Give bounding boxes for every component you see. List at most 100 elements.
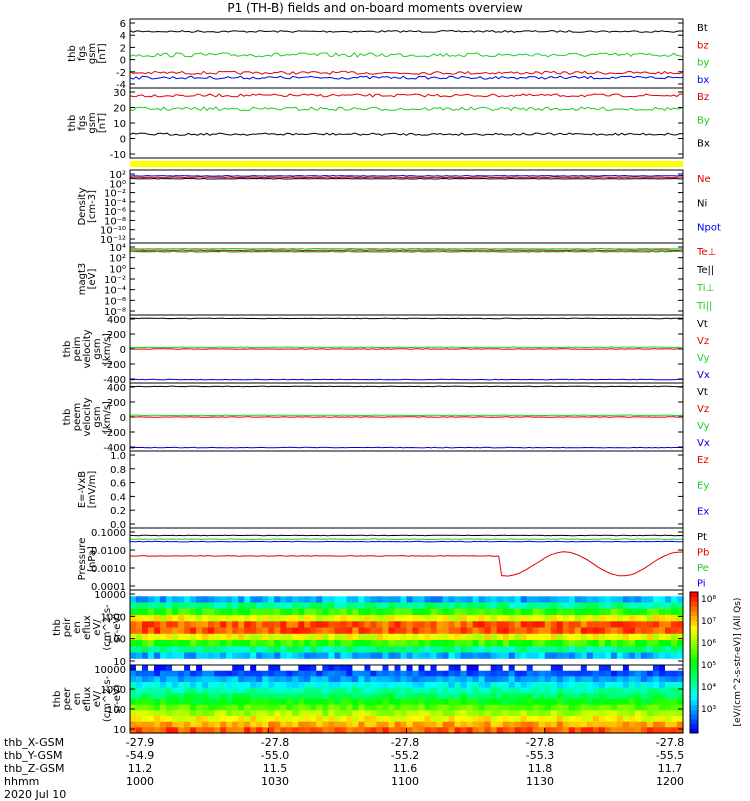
spectrogram-cell — [508, 627, 516, 635]
spectrogram-cell — [262, 608, 269, 616]
spectrogram-cell — [568, 693, 576, 700]
spectrogram-cell — [178, 693, 185, 700]
spectrogram-cell — [466, 687, 474, 694]
spectrogram-cell — [466, 602, 474, 610]
spectrogram-cell — [538, 646, 546, 654]
spectrogram-cell — [130, 710, 137, 717]
spectrogram-cell — [646, 602, 654, 610]
spectrogram-cell — [472, 693, 480, 700]
spectrogram-cell — [316, 640, 323, 647]
spectrogram-cell — [178, 596, 185, 604]
spectrogram-cell — [490, 596, 498, 604]
spectrogram-cell — [490, 704, 498, 711]
spectrogram-cell — [406, 590, 414, 597]
spectrogram-cell — [418, 676, 426, 683]
spectrogram-cell — [322, 596, 329, 604]
spectrogram-cell — [502, 652, 510, 660]
orbit-z-value: 11.5 — [262, 762, 288, 775]
spectrogram-cell — [382, 704, 390, 711]
spectrogram-cell — [226, 727, 233, 734]
y-tick-label: 10⁻¹² — [100, 235, 126, 246]
spectrogram-cell — [436, 710, 444, 717]
spectrogram-cell — [622, 704, 630, 711]
spectrogram-cell — [286, 615, 293, 622]
spectrogram-cell — [610, 590, 618, 597]
spectrogram-cell — [562, 602, 570, 610]
spectrogram-cell — [442, 590, 450, 597]
spectrogram-cell — [388, 682, 396, 689]
spectrogram-cell — [400, 640, 408, 647]
spectrogram-cell — [556, 670, 564, 677]
spectrogram-cell — [640, 646, 648, 654]
spectrogram-cell — [604, 710, 612, 717]
spectrogram-cell — [490, 640, 498, 647]
spectrogram-cell — [604, 602, 612, 610]
spectrogram-cell — [346, 590, 353, 597]
spectrogram-cell — [580, 670, 588, 677]
spectrogram-cell — [322, 652, 329, 660]
spectrogram-cell — [665, 621, 672, 629]
spectrogram-cell — [202, 652, 209, 660]
spectrogram-cell — [616, 670, 624, 677]
legend-Ti: Ti⊥ — [696, 283, 714, 294]
y-tick-label: 10⁻² — [104, 189, 126, 200]
orbit-label-y: thb_Y-GSM — [4, 749, 63, 762]
spectrogram-cell — [244, 721, 251, 728]
spectrogram-cell — [598, 652, 606, 660]
spectrogram-cell — [322, 693, 329, 700]
spectrogram-cell — [226, 682, 233, 689]
spectrogram-cell — [436, 596, 444, 604]
spectrogram-cell — [196, 658, 203, 666]
spectrogram-cell — [340, 721, 347, 728]
colorbar-step — [690, 690, 698, 696]
spectrogram-cell — [424, 640, 432, 647]
spectrogram-cell — [556, 721, 564, 728]
spectrogram-cell — [478, 687, 486, 694]
spectrogram-cell — [208, 621, 215, 629]
spectrogram-cell — [130, 621, 137, 629]
spectrogram-cell — [334, 652, 341, 660]
spectrogram-cell — [592, 727, 600, 734]
spectrogram-cell — [466, 670, 474, 677]
spectrogram-cell — [478, 621, 486, 629]
spectrogram-cell — [550, 676, 558, 683]
spectrogram-cell — [184, 646, 191, 654]
spectrogram-cell — [394, 602, 402, 610]
y-axis-label: (cm^2-s- — [102, 675, 113, 722]
spectrogram-cell — [550, 590, 558, 597]
spectrogram-cell — [166, 727, 173, 734]
colorbar-step — [690, 695, 698, 701]
spectrogram-cell — [202, 602, 209, 610]
spectrogram-cell — [568, 633, 576, 641]
spectrogram-cell — [220, 602, 227, 610]
spectrogram-cell — [454, 704, 462, 711]
spectrogram-cell — [406, 693, 414, 700]
spectrogram-cell — [166, 590, 173, 597]
spectrogram-cell — [646, 727, 654, 734]
spectrogram-cell — [424, 676, 432, 683]
spectrogram-cell — [430, 633, 438, 641]
spectrogram-cell — [436, 621, 444, 629]
spectrogram-cell — [382, 590, 390, 597]
spectrogram-cell — [214, 693, 221, 700]
spectrogram-cell — [244, 670, 251, 677]
spectrogram-cell — [292, 602, 299, 610]
spectrogram-cell — [622, 621, 630, 629]
spectrogram-cell — [520, 721, 528, 728]
spectrogram-cell — [484, 665, 492, 672]
spectrogram-cell — [454, 652, 462, 660]
spectrogram-cell — [280, 640, 287, 647]
series-line-by — [129, 52, 684, 58]
spectrogram-cell — [424, 670, 432, 677]
orbit-time-value: 1030 — [261, 775, 289, 788]
spectrogram-cell — [502, 687, 510, 694]
spectrogram-cell — [238, 699, 245, 706]
spectrogram-cell — [586, 716, 594, 723]
spectrogram-cell — [418, 633, 426, 641]
spectrogram-cell — [400, 627, 408, 635]
spectrogram-cell — [184, 658, 191, 666]
spectrogram-cell — [148, 615, 155, 622]
spectrogram-cell — [142, 670, 149, 677]
spectrogram-cell — [586, 615, 594, 622]
